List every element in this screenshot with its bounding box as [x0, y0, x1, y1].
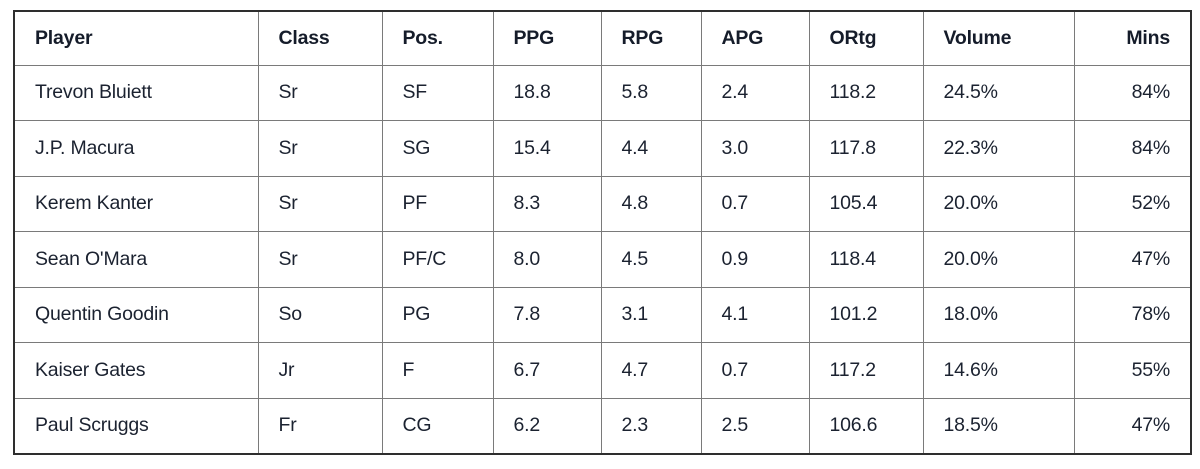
column-header-ortg: ORtg [808, 10, 924, 66]
cell-apg: 2.5 [700, 397, 810, 454]
cell-volume: 18.5% [922, 397, 1075, 454]
cell-apg: 0.9 [700, 231, 810, 288]
table-row: J.P. Macura Sr SG 15.4 4.4 3.0 117.8 22.… [13, 120, 1192, 177]
cell-ortg: 118.2 [808, 64, 924, 121]
column-header-class: Class [257, 10, 383, 66]
cell-player: Sean O'Mara [13, 231, 259, 288]
cell-player: Kerem Kanter [13, 175, 259, 232]
cell-pos: PG [381, 286, 494, 343]
cell-class: Sr [257, 120, 383, 177]
column-header-pos: Pos. [381, 10, 494, 66]
cell-volume: 20.0% [922, 231, 1075, 288]
cell-rpg: 4.5 [600, 231, 702, 288]
cell-ortg: 105.4 [808, 175, 924, 232]
table-row: Trevon Bluiett Sr SF 18.8 5.8 2.4 118.2 … [13, 64, 1192, 121]
cell-apg: 0.7 [700, 342, 810, 399]
cell-ppg: 6.2 [492, 397, 602, 454]
cell-ppg: 6.7 [492, 342, 602, 399]
cell-ortg: 118.4 [808, 231, 924, 288]
column-header-player: Player [13, 10, 259, 66]
cell-volume: 18.0% [922, 286, 1075, 343]
table-row: Kaiser Gates Jr F 6.7 4.7 0.7 117.2 14.6… [13, 342, 1192, 399]
table-header: Player Class Pos. PPG RPG APG ORtg Volum… [13, 10, 1192, 66]
player-stats-table: Player Class Pos. PPG RPG APG ORtg Volum… [13, 10, 1192, 455]
cell-ppg: 7.8 [492, 286, 602, 343]
cell-class: Sr [257, 64, 383, 121]
cell-pos: SF [381, 64, 494, 121]
cell-rpg: 4.7 [600, 342, 702, 399]
cell-ortg: 101.2 [808, 286, 924, 343]
cell-class: Sr [257, 231, 383, 288]
cell-volume: 20.0% [922, 175, 1075, 232]
column-header-ppg: PPG [492, 10, 602, 66]
cell-ortg: 117.2 [808, 342, 924, 399]
cell-rpg: 3.1 [600, 286, 702, 343]
cell-apg: 4.1 [700, 286, 810, 343]
cell-class: Fr [257, 397, 383, 454]
cell-class: So [257, 286, 383, 343]
cell-player: Kaiser Gates [13, 342, 259, 399]
cell-rpg: 4.8 [600, 175, 702, 232]
table-row: Kerem Kanter Sr PF 8.3 4.8 0.7 105.4 20.… [13, 175, 1192, 232]
cell-mins: 47% [1073, 231, 1192, 288]
cell-mins: 84% [1073, 120, 1192, 177]
cell-pos: PF/C [381, 231, 494, 288]
cell-ppg: 18.8 [492, 64, 602, 121]
player-stats-table-container: Player Class Pos. PPG RPG APG ORtg Volum… [13, 10, 1192, 455]
cell-apg: 3.0 [700, 120, 810, 177]
cell-rpg: 2.3 [600, 397, 702, 454]
cell-mins: 84% [1073, 64, 1192, 121]
cell-ppg: 15.4 [492, 120, 602, 177]
cell-mins: 78% [1073, 286, 1192, 343]
cell-rpg: 4.4 [600, 120, 702, 177]
cell-pos: PF [381, 175, 494, 232]
cell-ortg: 106.6 [808, 397, 924, 454]
column-header-mins: Mins [1073, 10, 1192, 66]
cell-volume: 24.5% [922, 64, 1075, 121]
table-row: Quentin Goodin So PG 7.8 3.1 4.1 101.2 1… [13, 286, 1192, 343]
cell-player: Quentin Goodin [13, 286, 259, 343]
column-header-volume: Volume [922, 10, 1075, 66]
cell-pos: CG [381, 397, 494, 454]
cell-apg: 2.4 [700, 64, 810, 121]
table-body: Trevon Bluiett Sr SF 18.8 5.8 2.4 118.2 … [13, 64, 1192, 454]
cell-pos: SG [381, 120, 494, 177]
cell-player: J.P. Macura [13, 120, 259, 177]
table-row: Sean O'Mara Sr PF/C 8.0 4.5 0.9 118.4 20… [13, 231, 1192, 288]
column-header-rpg: RPG [600, 10, 702, 66]
cell-class: Jr [257, 342, 383, 399]
table-row: Paul Scruggs Fr CG 6.2 2.3 2.5 106.6 18.… [13, 397, 1192, 454]
cell-mins: 52% [1073, 175, 1192, 232]
cell-mins: 55% [1073, 342, 1192, 399]
cell-mins: 47% [1073, 397, 1192, 454]
cell-apg: 0.7 [700, 175, 810, 232]
cell-player: Paul Scruggs [13, 397, 259, 454]
cell-ppg: 8.3 [492, 175, 602, 232]
cell-ortg: 117.8 [808, 120, 924, 177]
cell-volume: 22.3% [922, 120, 1075, 177]
cell-rpg: 5.8 [600, 64, 702, 121]
header-row: Player Class Pos. PPG RPG APG ORtg Volum… [13, 10, 1192, 66]
cell-ppg: 8.0 [492, 231, 602, 288]
cell-pos: F [381, 342, 494, 399]
cell-class: Sr [257, 175, 383, 232]
cell-player: Trevon Bluiett [13, 64, 259, 121]
cell-volume: 14.6% [922, 342, 1075, 399]
column-header-apg: APG [700, 10, 810, 66]
